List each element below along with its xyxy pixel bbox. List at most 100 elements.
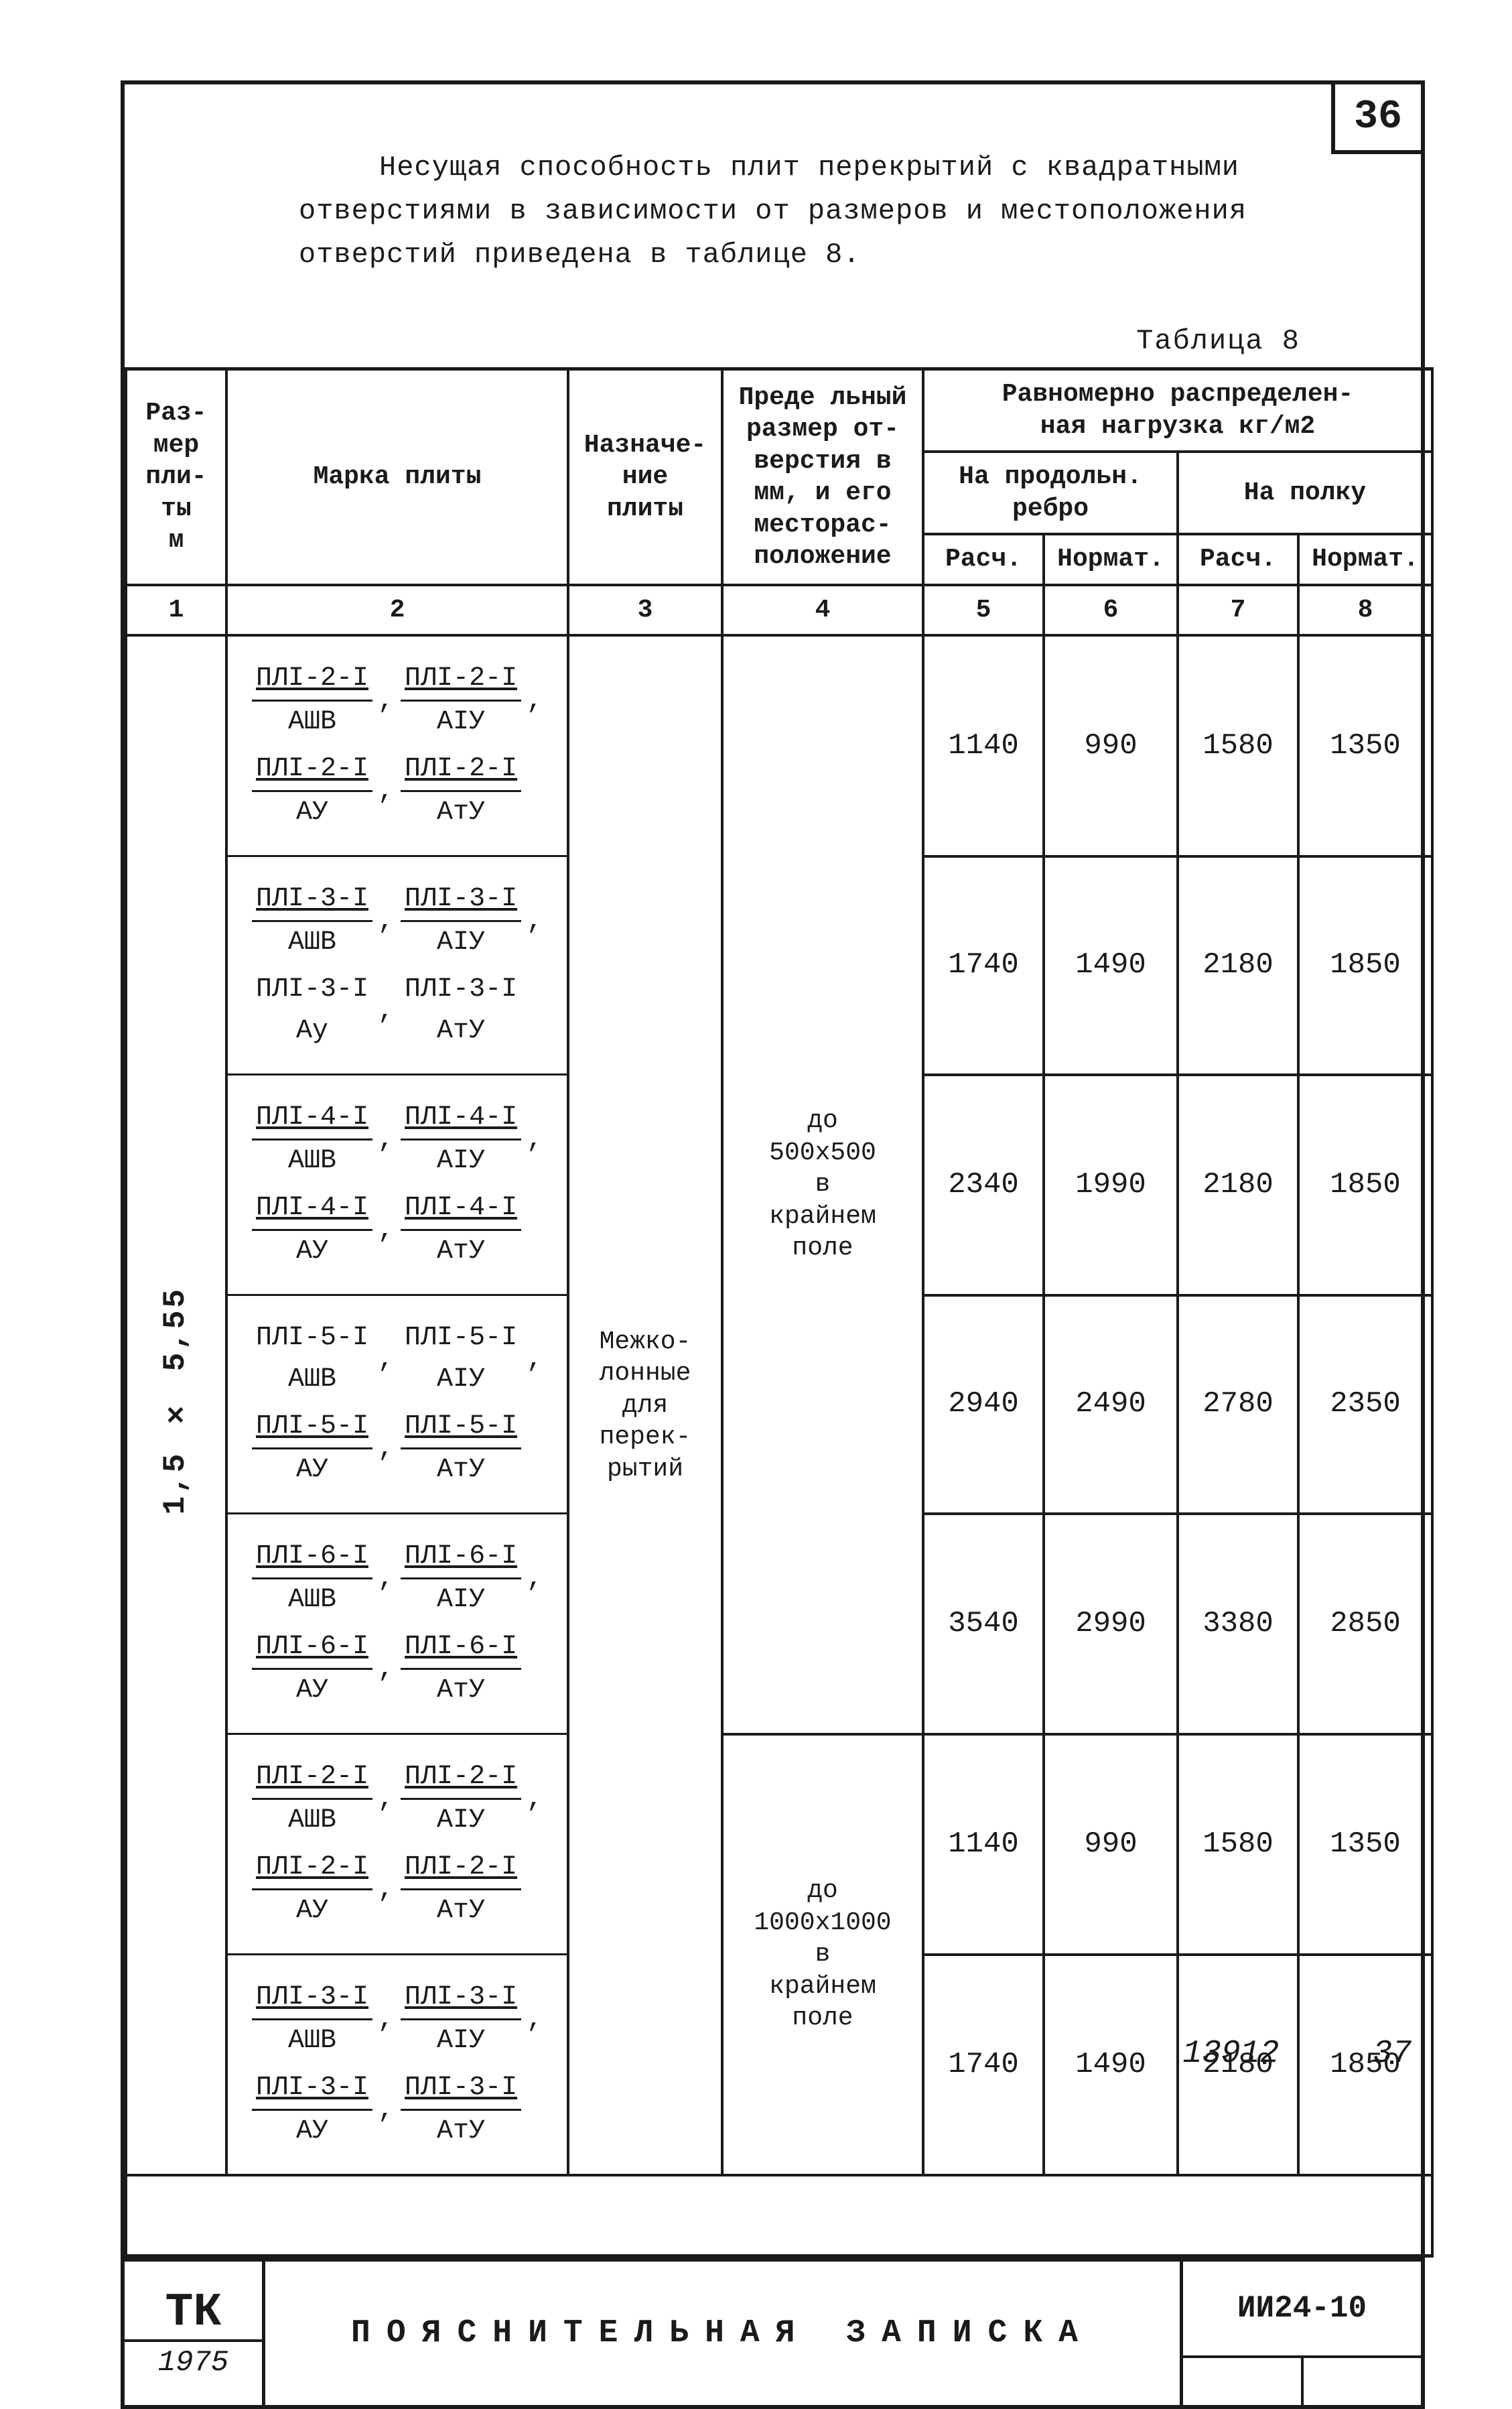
- val-cell: 2940: [923, 1295, 1044, 1514]
- col-6: Нормат.: [1044, 534, 1178, 585]
- plate-mark: ПЛІ-2-ІАтУ: [401, 1847, 521, 1932]
- col-purpose: Назначе- ние плиты: [568, 369, 722, 585]
- marks-cell: ПЛІ-2-ІАШВ,ПЛІ-2-ІАІУ,ПЛІ-2-ІАУ,ПЛІ-2-ІА…: [226, 635, 568, 856]
- colnum-7: 7: [1178, 585, 1298, 636]
- page-number: 36: [1331, 80, 1425, 154]
- val-cell: 3540: [923, 1514, 1044, 1734]
- marks-cell: ПЛІ-6-ІАШВ,ПЛІ-6-ІАІУ,ПЛІ-6-ІАУ,ПЛІ-6-ІА…: [226, 1514, 568, 1734]
- plate-mark: ПЛІ-6-ІАУ: [252, 1626, 372, 1711]
- val-cell: 1140: [923, 1734, 1044, 1955]
- plate-mark: ПЛІ-6-ІАШВ: [252, 1536, 372, 1621]
- val-cell: 1850: [1298, 1075, 1432, 1295]
- plate-mark: ПЛІ-3-ІАШВ: [252, 1977, 372, 2062]
- val-cell: 1350: [1298, 635, 1432, 856]
- marks-cell: ПЛІ-3-ІАШВ,ПЛІ-3-ІАІУ,ПЛІ-3-ІАу,ПЛІ-3-ІА…: [226, 856, 568, 1075]
- col-hole: Преде льный размер от- верстия в мм, и е…: [722, 369, 923, 585]
- code-sub: [1183, 2358, 1421, 2405]
- val-cell: 2990: [1044, 1514, 1178, 1734]
- header-row-nums: 1 2 3 4 5 6 7 8: [126, 585, 1432, 636]
- colnum-4: 4: [722, 585, 923, 636]
- plate-mark: ПЛІ-3-ІАІУ: [401, 878, 521, 964]
- doc-code: ИИ24-10: [1183, 2262, 1421, 2358]
- colnum-5: 5: [923, 585, 1044, 636]
- table-row: ПЛІ-2-ІАШВ,ПЛІ-2-ІАІУ,ПЛІ-2-ІАУ,ПЛІ-2-ІА…: [126, 1734, 1432, 1955]
- colnum-8: 8: [1298, 585, 1432, 636]
- plate-mark: ПЛІ-6-ІАІУ: [401, 1536, 521, 1621]
- plate-mark: ПЛІ-3-ІАу: [252, 969, 372, 1052]
- plate-mark: ПЛІ-6-ІАтУ: [401, 1626, 521, 1711]
- plate-mark: ПЛІ-3-ІАтУ: [401, 969, 521, 1052]
- col-8: Нормат.: [1298, 534, 1432, 585]
- bottom-numbers: 13912 37: [1182, 2036, 1412, 2072]
- col-shelf: На полку: [1178, 452, 1432, 534]
- plate-mark: ПЛІ-3-ІАШВ: [252, 878, 372, 964]
- plate-mark: ПЛІ-4-ІАУ: [252, 1187, 372, 1273]
- val-cell: 1350: [1298, 1734, 1432, 1955]
- plate-mark: ПЛІ-2-ІАШВ: [252, 658, 372, 743]
- title-block-title: ПОЯСНИТЕЛЬНАЯ ЗАПИСКА: [265, 2262, 1180, 2405]
- plate-mark: ПЛІ-3-ІАтУ: [401, 2067, 521, 2152]
- val-cell: 2490: [1044, 1295, 1178, 1514]
- colnum-1: 1: [126, 585, 226, 636]
- val-cell: 2850: [1298, 1514, 1432, 1734]
- tk-year: 1975: [125, 2339, 262, 2380]
- table-caption: Таблица 8: [125, 318, 1421, 367]
- hole-cell-2: до 1000x1000 в крайнем поле: [722, 1734, 923, 2176]
- plate-mark: ПЛІ-5-ІАШВ: [252, 1317, 372, 1401]
- col-rib: На продольн. ребро: [923, 452, 1178, 534]
- colnum-2: 2: [226, 585, 568, 636]
- plate-mark: ПЛІ-2-ІАтУ: [401, 748, 521, 834]
- col-load: Равномерно распределен- ная нагрузка кг/…: [923, 369, 1432, 452]
- tk-label: ТК: [165, 2286, 221, 2339]
- val-cell: 1490: [1044, 856, 1178, 1075]
- document-page: 36 Несущая способность плит перекрытий с…: [0, 0, 1512, 2105]
- table-8: Раз- мер пли- ты м Марка плиты Назначе- …: [125, 367, 1434, 2258]
- val-cell: 2180: [1178, 1075, 1298, 1295]
- marks-cell: ПЛІ-5-ІАШВ,ПЛІ-5-ІАІУ,ПЛІ-5-ІАУ,ПЛІ-5-ІА…: [226, 1295, 568, 1514]
- plate-mark: ПЛІ-2-ІАУ: [252, 748, 372, 834]
- plate-mark: ПЛІ-2-ІАІУ: [401, 658, 521, 743]
- plate-mark: ПЛІ-5-ІАтУ: [401, 1406, 521, 1491]
- colnum-6: 6: [1044, 585, 1178, 636]
- plate-mark: ПЛІ-2-ІАІУ: [401, 1756, 521, 1841]
- gap-row: [126, 2175, 1432, 2256]
- val-cell: 2180: [1178, 856, 1298, 1075]
- val-cell: 1580: [1178, 1734, 1298, 1955]
- hole-cell-1: до 500x500 в крайнем поле: [722, 635, 923, 1734]
- col-size: Раз- мер пли- ты м: [126, 369, 226, 585]
- plate-mark: ПЛІ-4-ІАШВ: [252, 1097, 372, 1182]
- tk-box: ТК 1975: [125, 2262, 265, 2405]
- title-block: ТК 1975 ПОЯСНИТЕЛЬНАЯ ЗАПИСКА ИИ24-10: [125, 2258, 1421, 2405]
- plate-mark: ПЛІ-3-ІАУ: [252, 2067, 372, 2152]
- val-cell: 3380: [1178, 1514, 1298, 1734]
- col-5: Расч.: [923, 534, 1044, 585]
- val-cell: 990: [1044, 1734, 1178, 1955]
- val-cell: 990: [1044, 635, 1178, 856]
- val-cell: 1850: [1298, 856, 1432, 1075]
- val-cell: 1740: [923, 1955, 1044, 2176]
- col-7: Расч.: [1178, 534, 1298, 585]
- plate-mark: ПЛІ-5-ІАІУ: [401, 1317, 521, 1401]
- val-cell: 1990: [1044, 1075, 1178, 1295]
- colnum-3: 3: [568, 585, 722, 636]
- marks-cell: ПЛІ-4-ІАШВ,ПЛІ-4-ІАІУ,ПЛІ-4-ІАУ,ПЛІ-4-ІА…: [226, 1075, 568, 1295]
- plate-mark: ПЛІ-2-ІАШВ: [252, 1756, 372, 1841]
- val-cell: 2350: [1298, 1295, 1432, 1514]
- val-cell: 1580: [1178, 635, 1298, 856]
- col-mark: Марка плиты: [226, 369, 568, 585]
- bottom-left-num: 13912: [1182, 2036, 1279, 2072]
- header-row-1: Раз- мер пли- ты м Марка плиты Назначе- …: [126, 369, 1432, 452]
- plate-mark: ПЛІ-4-ІАтУ: [401, 1187, 521, 1273]
- val-cell: 1490: [1044, 1955, 1178, 2176]
- marks-cell: ПЛІ-2-ІАШВ,ПЛІ-2-ІАІУ,ПЛІ-2-ІАУ,ПЛІ-2-ІА…: [226, 1734, 568, 1955]
- val-cell: 1740: [923, 856, 1044, 1075]
- plate-mark: ПЛІ-2-ІАУ: [252, 1847, 372, 1932]
- val-cell: 2780: [1178, 1295, 1298, 1514]
- bottom-right-num: 37: [1373, 2036, 1412, 2072]
- plate-mark: ПЛІ-5-ІАУ: [252, 1406, 372, 1491]
- val-cell: 2340: [923, 1075, 1044, 1295]
- val-cell: 1140: [923, 635, 1044, 856]
- size-cell: 1,5 × 5,55: [126, 635, 226, 2175]
- size-label: 1,5 × 5,55: [157, 1287, 196, 1514]
- plate-mark: ПЛІ-3-ІАІУ: [401, 1977, 521, 2062]
